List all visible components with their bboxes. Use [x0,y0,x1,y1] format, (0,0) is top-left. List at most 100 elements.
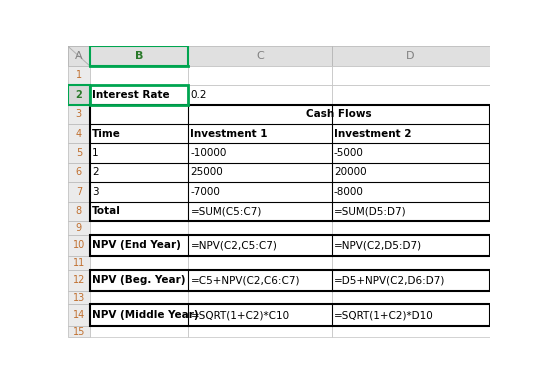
Bar [188,143,331,163]
Bar [68,256,90,269]
Text: C: C [256,51,264,61]
Bar [90,163,188,182]
Bar [90,182,188,202]
Bar [90,85,188,105]
Bar [188,163,331,182]
Bar [331,234,490,256]
Bar [331,269,490,291]
Text: A: A [75,51,83,61]
Text: 0.2: 0.2 [190,90,207,100]
Bar [90,269,490,291]
Text: 20000: 20000 [334,168,367,177]
Text: -7000: -7000 [190,187,220,197]
Bar [331,304,490,326]
Bar [68,202,90,221]
Text: =SUM(D5:D7): =SUM(D5:D7) [334,206,406,216]
Bar [90,304,188,326]
Text: 1: 1 [92,148,98,158]
Bar [90,105,188,124]
Bar [331,163,490,182]
Bar [68,163,90,182]
Text: Investment 2: Investment 2 [334,129,411,139]
Bar [68,143,90,163]
Text: 4: 4 [76,129,82,139]
Text: Interest Rate: Interest Rate [92,90,170,100]
Bar [90,66,188,85]
Text: 14: 14 [73,310,85,320]
Text: 5: 5 [76,148,82,158]
Text: -10000: -10000 [190,148,227,158]
Text: =SQRT(1+C2)*D10: =SQRT(1+C2)*D10 [334,310,434,320]
Text: 3: 3 [76,109,82,119]
Bar [331,66,490,85]
Text: =NPV(C2,C5:C7): =NPV(C2,C5:C7) [190,240,277,250]
Text: 1: 1 [76,70,82,81]
Bar [68,66,90,85]
Text: 8: 8 [76,206,82,216]
Bar [188,269,331,291]
Bar [188,221,331,234]
Bar [90,124,188,143]
Text: B: B [135,51,143,61]
Bar [68,326,90,337]
Text: 9: 9 [76,223,82,233]
Bar [68,46,90,66]
Bar [331,85,490,105]
Bar [68,234,90,256]
Bar [331,221,490,234]
Text: =D5+NPV(C2,D6:D7): =D5+NPV(C2,D6:D7) [334,275,445,285]
Text: =C5+NPV(C2,C6:C7): =C5+NPV(C2,C6:C7) [190,275,300,285]
Bar [188,105,490,124]
Text: =NPV(C2,D5:D7): =NPV(C2,D5:D7) [334,240,422,250]
Text: 2: 2 [76,90,82,100]
Bar [68,221,90,234]
Bar [90,269,188,291]
Bar [331,291,490,304]
Bar [68,124,90,143]
Bar [90,291,188,304]
Bar [188,85,331,105]
Bar [90,221,188,234]
Bar [90,256,188,269]
Bar [90,85,188,105]
Text: -5000: -5000 [334,148,364,158]
Text: Investment 1: Investment 1 [190,129,268,139]
Bar [68,105,90,124]
Text: 2: 2 [92,168,98,177]
Bar [188,46,331,66]
Bar [68,304,90,326]
Bar [331,182,490,202]
Bar [68,291,90,304]
Bar [331,202,490,221]
Bar [331,256,490,269]
Bar [188,234,331,256]
Bar [188,66,331,85]
Text: 10: 10 [73,240,85,250]
Bar [68,85,90,105]
Bar [90,304,490,326]
Bar [331,143,490,163]
Text: =SUM(C5:C7): =SUM(C5:C7) [190,206,262,216]
Text: 12: 12 [73,275,85,285]
Bar [331,46,490,66]
Bar [90,234,490,256]
Text: -8000: -8000 [334,187,364,197]
Text: 7: 7 [76,187,82,197]
Bar [331,326,490,337]
Text: 25000: 25000 [190,168,223,177]
Bar [68,269,90,291]
Text: =SQRT(1+C2)*C10: =SQRT(1+C2)*C10 [190,310,289,320]
Text: NPV (Beg. Year): NPV (Beg. Year) [92,275,186,285]
Text: 15: 15 [73,326,85,337]
Text: 3: 3 [92,187,98,197]
Text: 11: 11 [73,258,85,268]
Bar [90,105,490,221]
Text: Time: Time [92,129,121,139]
Bar [90,46,188,66]
Text: NPV (End Year): NPV (End Year) [92,240,181,250]
Text: 6: 6 [76,168,82,177]
Bar [188,256,331,269]
Bar [90,202,188,221]
Bar [331,124,490,143]
Text: 13: 13 [73,293,85,302]
